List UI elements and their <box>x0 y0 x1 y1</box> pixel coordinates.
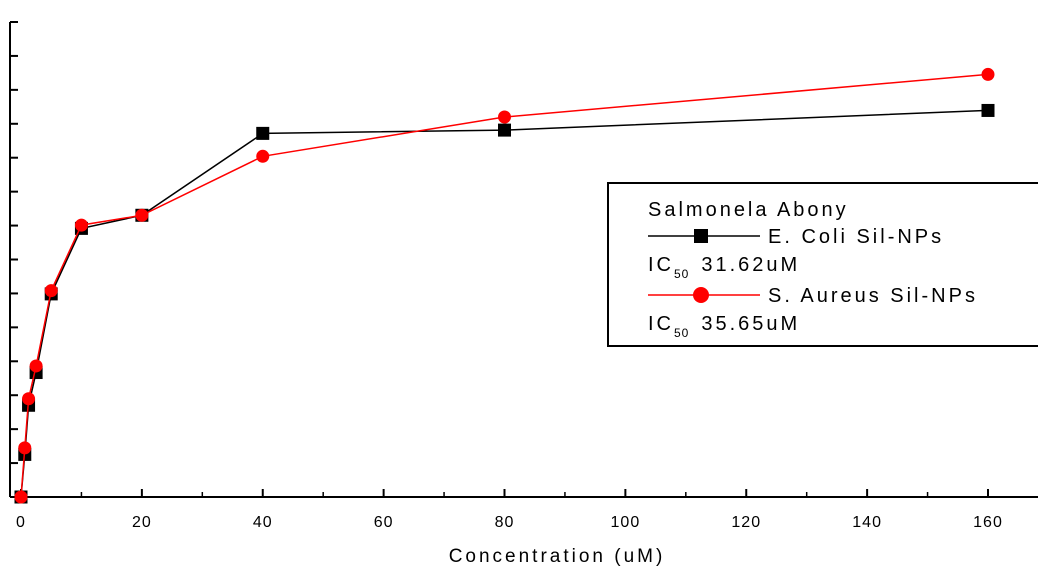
x-tick-label: 20 <box>132 514 152 531</box>
data-point-s-aureus-sil-nps <box>135 208 149 222</box>
x-tick-label: 140 <box>852 514 882 531</box>
data-point-s-aureus-sil-nps <box>22 392 36 406</box>
legend-ic-value-s-aureus: 35.65uM <box>701 313 800 335</box>
data-point-s-aureus-sil-nps <box>256 149 270 163</box>
series-s-aureus-sil-nps <box>14 67 995 504</box>
legend-ic-sub-s-aureus: 50 <box>674 326 689 340</box>
legend-ic-value-e-coli: 31.62uM <box>701 254 800 276</box>
legend-ic-sub-e-coli: 50 <box>674 267 689 281</box>
data-point-s-aureus-sil-nps <box>498 110 511 124</box>
data-point-e-coli-sil-nps <box>498 123 511 137</box>
legend-ic50-e-coli: IC50 31.62uM <box>648 254 800 281</box>
y-axis <box>9 21 18 498</box>
x-tick-label: 40 <box>253 514 273 531</box>
data-point-s-aureus-sil-nps <box>14 490 28 504</box>
x-axis: 0 20 40 60 80 100 120 140 160 <box>10 489 1038 531</box>
data-point-e-coli-sil-nps <box>256 126 270 140</box>
x-tick-label: 60 <box>374 514 394 531</box>
data-point-s-aureus-sil-nps <box>44 284 58 298</box>
x-tick-label: 160 <box>973 514 1003 531</box>
x-tick-label: 120 <box>731 514 761 531</box>
data-point-s-aureus-sil-nps <box>18 441 32 455</box>
data-point-e-coli-sil-nps <box>981 103 995 117</box>
legend-marker-e-coli <box>694 229 708 243</box>
x-tick-label: 80 <box>495 514 515 531</box>
series-layer <box>14 67 995 504</box>
x-axis-title: Concentration (uM) <box>449 546 666 567</box>
series-line-s-aureus-sil-nps <box>20 73 989 498</box>
legend: Salmonela Abony E. Coli Sil-NPs IC50 31.6… <box>607 182 1038 347</box>
x-tick-label: 0 <box>16 514 26 531</box>
legend-ic-prefix-s-aureus: IC <box>648 313 674 335</box>
x-tick-label: 100 <box>611 514 641 531</box>
legend-marker-s-aureus <box>693 287 709 303</box>
legend-box <box>607 182 1038 347</box>
data-point-s-aureus-sil-nps <box>74 218 88 232</box>
legend-label-e-coli: E. Coli Sil-NPs <box>768 226 944 248</box>
legend-ic-prefix-e-coli: IC <box>648 254 674 276</box>
data-point-s-aureus-sil-nps <box>29 359 43 373</box>
legend-label-s-aureus: S. Aureus Sil-NPs <box>768 285 978 307</box>
legend-title: Salmonela Abony <box>648 199 849 221</box>
data-point-s-aureus-sil-nps <box>981 67 995 81</box>
legend-ic50-s-aureus: IC50 35.65uM <box>648 313 800 340</box>
